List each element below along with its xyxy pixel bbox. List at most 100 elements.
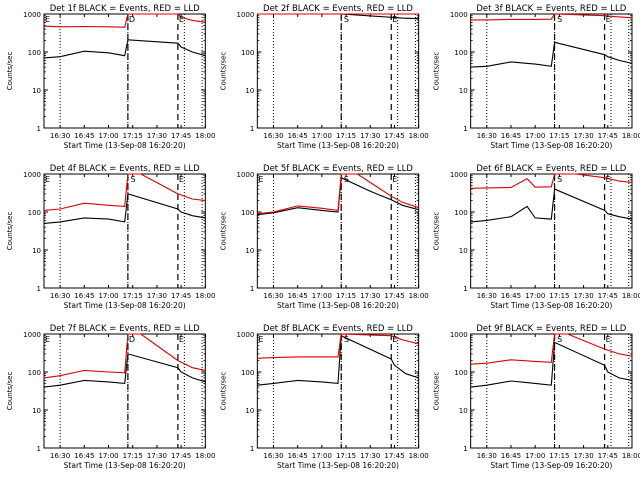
- event-marker-label: E: [606, 335, 611, 344]
- x-tick-label: 18:00: [195, 452, 215, 460]
- x-tick-label: 16:45: [288, 292, 308, 300]
- series-line-events: [257, 334, 419, 386]
- event-marker-label: E: [606, 175, 611, 184]
- event-marker-label: D: [129, 15, 135, 24]
- chart-title: Det 6f BLACK = Events, RED = LLD: [476, 164, 626, 174]
- chart-title: Det 1f BLACK = Events, RED = LLD: [50, 4, 200, 14]
- event-marker-label: E: [258, 335, 263, 344]
- y-tick-label: 100: [28, 369, 41, 377]
- y-tick-label: 100: [454, 49, 467, 57]
- chart-panel-5: Det 5f BLACK = Events, RED = LLD 16:30 16:…: [219, 164, 428, 310]
- series-line-events: [470, 341, 633, 388]
- x-tick-label: 16:30: [50, 132, 70, 140]
- plot-frame: [470, 333, 633, 449]
- x-tick-label: 16:45: [74, 452, 94, 460]
- x-tick-label: 16:45: [74, 292, 94, 300]
- y-tick-label: 1: [463, 285, 467, 293]
- x-tick-label: 17:00: [525, 132, 545, 140]
- y-tick-label: 1: [463, 445, 467, 453]
- series-line-lld: [470, 13, 633, 21]
- series-line-events: [43, 353, 206, 388]
- chart-title: Det 3f BLACK = Events, RED = LLD: [476, 4, 626, 14]
- series-line-lld: [257, 333, 419, 359]
- series-line-lld: [470, 173, 633, 189]
- plot-frame: [470, 13, 633, 129]
- x-tick-label: 16:45: [288, 452, 308, 460]
- x-tick-label: 17:45: [598, 292, 618, 300]
- y-tick-label: 10: [459, 407, 468, 415]
- x-tick-label: 16:30: [50, 292, 70, 300]
- y-axis-label: Counts/sec: [6, 212, 14, 251]
- y-tick-label: 100: [454, 369, 467, 377]
- chart-title: Det 9f BLACK = Events, RED = LLD: [476, 324, 626, 334]
- x-tick-label: 17:15: [123, 132, 143, 140]
- series-line-events: [470, 188, 633, 223]
- x-tick-label: 17:00: [98, 452, 118, 460]
- plot-frame: [256, 173, 420, 289]
- y-tick-label: 100: [28, 49, 41, 57]
- event-marker-label: S: [344, 15, 349, 24]
- y-axis-label: Counts/sec: [433, 372, 441, 411]
- event-marker-label: E: [179, 335, 184, 344]
- plot-frame: [256, 333, 420, 449]
- x-tick-label: 17:45: [598, 452, 618, 460]
- x-axis-label: Start Time (13-Sep-08 16:20:20): [490, 141, 612, 150]
- x-tick-label: 17:30: [147, 452, 167, 460]
- event-marker-label: S: [131, 175, 136, 184]
- series-line-events: [43, 193, 206, 224]
- x-tick-label: 18:00: [195, 292, 215, 300]
- y-tick-label: 10: [459, 87, 468, 95]
- y-tick-label: 1000: [237, 331, 255, 339]
- x-tick-label: 17:15: [123, 452, 143, 460]
- plot-frame: [470, 173, 633, 289]
- y-tick-label: 1: [250, 285, 254, 293]
- x-tick-label: 16:45: [74, 132, 94, 140]
- y-axis-label: Counts/sec: [219, 212, 227, 251]
- x-tick-label: 17:30: [360, 452, 380, 460]
- y-axis-label: Counts/sec: [6, 372, 14, 411]
- x-tick-label: 18:00: [409, 132, 429, 140]
- x-tick-label: 16:45: [501, 292, 521, 300]
- series-line-lld: [43, 173, 206, 211]
- y-tick-label: 10: [32, 87, 41, 95]
- event-marker-label: E: [179, 175, 184, 184]
- x-tick-label: 17:15: [549, 132, 569, 140]
- x-tick-label: 18:00: [622, 132, 640, 140]
- series-line-lld: [43, 333, 206, 379]
- chart-panel-2: Det 2f BLACK = Events, RED = LLD 16:30 16:…: [219, 4, 428, 150]
- y-tick-label: 1: [37, 125, 41, 133]
- event-marker-label: E: [392, 15, 397, 24]
- y-axis-label: Counts/sec: [219, 52, 227, 91]
- event-marker-label: E: [392, 175, 397, 184]
- y-tick-label: 10: [245, 407, 254, 415]
- x-tick-label: 17:45: [384, 132, 404, 140]
- y-tick-label: 1000: [237, 171, 255, 179]
- chart-title: Det 2f BLACK = Events, RED = LLD: [263, 4, 413, 14]
- x-tick-label: 18:00: [409, 292, 429, 300]
- y-axis-label: Counts/sec: [433, 212, 441, 251]
- y-tick-label: 1000: [237, 11, 255, 19]
- x-axis-label: Start Time (13-Sep-09 16:20:20): [490, 461, 612, 470]
- x-tick-label: 17:00: [312, 452, 332, 460]
- event-marker-label: E: [392, 335, 397, 344]
- x-tick-label: 16:30: [50, 452, 70, 460]
- x-tick-label: 17:15: [336, 132, 356, 140]
- x-tick-label: 17:15: [123, 292, 143, 300]
- chart-panel-9: Det 9f BLACK = Events, RED = LLD 16:30 16:…: [433, 324, 640, 470]
- x-tick-label: 17:30: [360, 132, 380, 140]
- x-tick-label: 17:45: [171, 292, 191, 300]
- chart-title: Det 7f BLACK = Events, RED = LLD: [50, 324, 200, 334]
- event-marker-label: S: [557, 15, 562, 24]
- y-tick-label: 1: [37, 445, 41, 453]
- x-tick-label: 17:15: [549, 452, 569, 460]
- x-tick-label: 17:15: [549, 292, 569, 300]
- series-line-events: [470, 41, 633, 68]
- event-marker-label: S: [557, 335, 562, 344]
- y-tick-label: 1: [250, 125, 254, 133]
- series-line-lld: [470, 333, 633, 365]
- event-marker-label: E: [606, 15, 611, 24]
- x-axis-label: Start Time (13-Sep-08 16:20:20): [64, 461, 186, 470]
- y-tick-label: 1000: [450, 171, 468, 179]
- y-tick-label: 10: [459, 247, 468, 255]
- plot-frame: [43, 173, 206, 289]
